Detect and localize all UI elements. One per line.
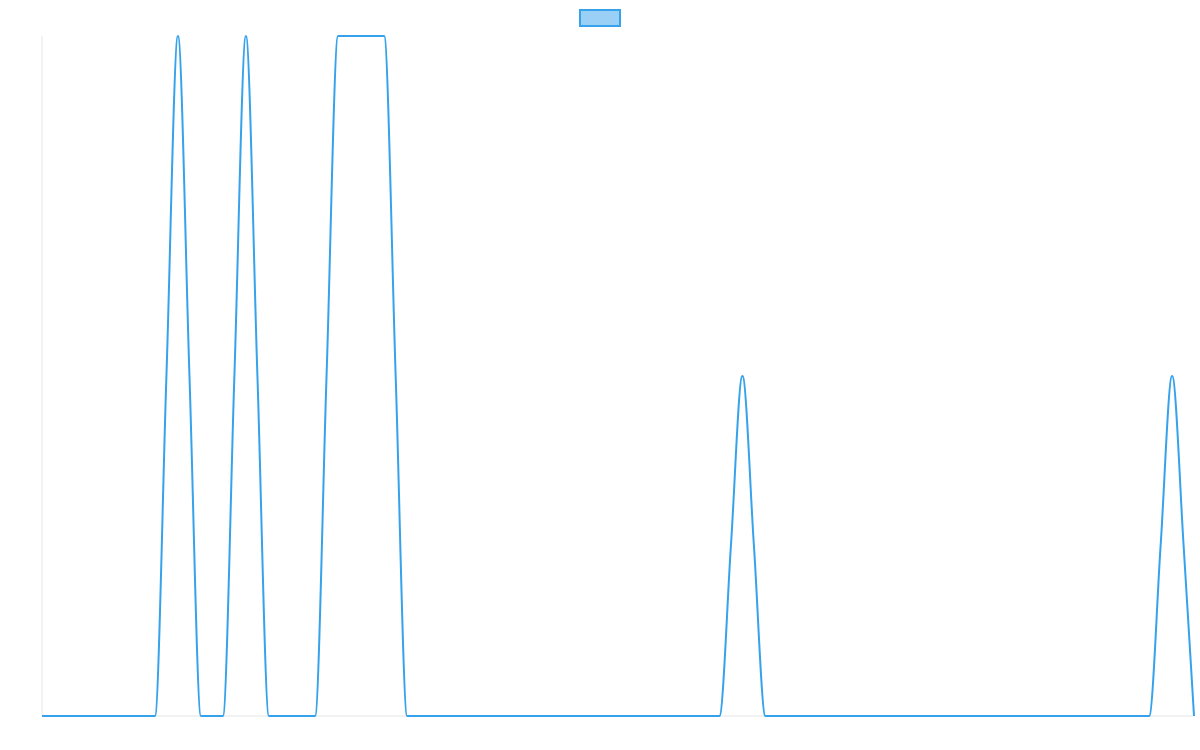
legend [579,9,621,27]
series-line-0 [42,35,1195,718]
legend-swatch-0[interactable] [579,9,621,27]
axes [41,36,1194,717]
series-layer [42,35,1195,718]
